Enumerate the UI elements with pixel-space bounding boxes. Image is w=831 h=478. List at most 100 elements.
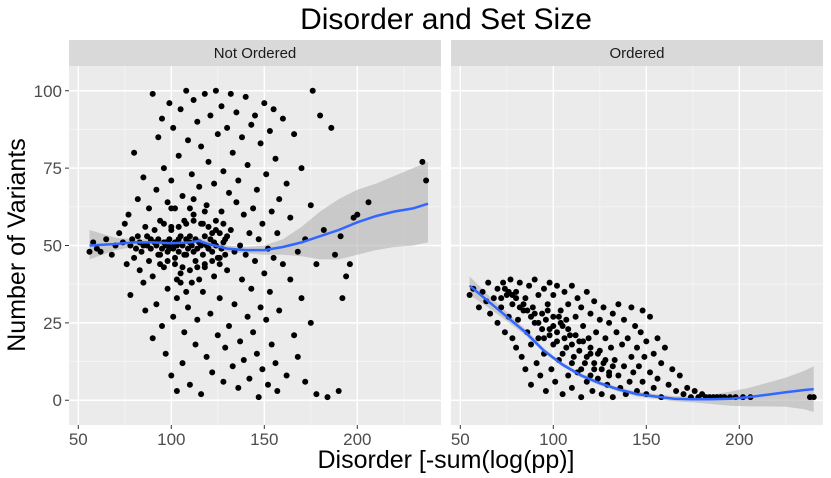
data-point — [242, 93, 249, 100]
data-point — [557, 307, 564, 314]
data-point — [598, 366, 605, 373]
data-point — [298, 295, 305, 302]
data-point — [578, 394, 585, 401]
data-point — [146, 205, 152, 212]
data-point — [218, 208, 225, 215]
data-point — [593, 329, 600, 336]
data-point — [518, 353, 525, 360]
data-point — [613, 329, 620, 336]
data-point — [212, 227, 219, 233]
data-point — [650, 350, 657, 357]
data-point — [490, 295, 497, 302]
x-tick-label: 150 — [632, 430, 660, 449]
data-point — [140, 279, 147, 286]
data-point — [194, 118, 201, 125]
data-point — [581, 360, 588, 367]
data-point — [177, 106, 184, 113]
data-point — [173, 276, 180, 283]
data-point — [591, 298, 598, 305]
data-point — [149, 335, 156, 342]
data-point — [270, 106, 277, 113]
data-point — [268, 341, 275, 348]
data-point — [272, 360, 279, 367]
data-point — [554, 282, 560, 289]
data-point — [546, 332, 553, 339]
data-point — [237, 338, 244, 345]
data-point — [134, 233, 141, 240]
data-point — [619, 341, 626, 348]
data-point — [548, 366, 555, 373]
data-point — [550, 323, 557, 329]
data-point — [244, 162, 251, 168]
data-point — [198, 220, 205, 227]
data-point — [537, 372, 544, 379]
data-point — [337, 233, 344, 240]
data-point — [578, 366, 585, 373]
data-point — [164, 199, 171, 206]
data-point — [266, 128, 273, 134]
confidence-band — [89, 161, 428, 260]
data-point — [650, 384, 657, 391]
data-point — [628, 353, 635, 360]
data-point — [509, 301, 516, 308]
data-point — [343, 273, 350, 280]
data-point — [270, 254, 277, 261]
data-point — [190, 217, 197, 224]
data-point — [578, 304, 585, 311]
data-point — [583, 353, 590, 360]
data-point — [274, 230, 281, 237]
data-point — [354, 211, 361, 218]
x-axis-title: Disorder [-sum(log(pp)] — [317, 446, 574, 474]
data-point — [108, 251, 115, 258]
data-point — [630, 369, 637, 376]
data-point — [522, 295, 529, 302]
data-point — [568, 384, 575, 391]
panel-not-ordered: Not Ordered — [69, 40, 441, 425]
data-point — [313, 261, 320, 268]
x-tick-label: 200 — [343, 430, 371, 449]
data-point — [252, 258, 258, 264]
data-point — [246, 230, 253, 237]
data-point — [615, 372, 622, 379]
data-point — [274, 388, 281, 394]
data-point — [183, 87, 190, 94]
strip-not-ordered — [69, 40, 441, 66]
data-point — [121, 220, 128, 227]
data-point — [552, 378, 559, 385]
data-point — [214, 131, 221, 138]
data-point — [220, 378, 227, 385]
data-point — [229, 149, 236, 156]
data-point — [621, 363, 627, 370]
data-point — [220, 168, 227, 175]
data-point — [423, 177, 430, 184]
data-point — [201, 208, 208, 215]
data-point — [157, 261, 164, 268]
data-point — [639, 307, 646, 314]
data-point — [320, 227, 327, 233]
strip-ordered — [451, 40, 823, 66]
smooth-line-not-ordered — [89, 202, 429, 252]
data-point — [222, 251, 229, 258]
data-point — [568, 282, 575, 289]
data-point — [565, 372, 572, 379]
data-point — [542, 316, 549, 323]
data-point — [188, 279, 195, 286]
data-point — [173, 388, 180, 394]
x-tick-label: 200 — [725, 430, 753, 449]
data-point — [570, 353, 577, 360]
x-tick-label: 100 — [539, 430, 567, 449]
data-point — [259, 220, 266, 227]
data-point — [188, 171, 195, 178]
data-point — [190, 196, 197, 203]
data-point — [211, 273, 218, 280]
data-point — [602, 357, 609, 363]
data-point — [541, 285, 547, 292]
data-point — [116, 230, 123, 237]
data-point — [276, 196, 283, 203]
data-point — [332, 251, 338, 258]
data-point — [153, 186, 160, 193]
data-point — [159, 115, 165, 122]
data-point — [661, 344, 668, 351]
data-point — [544, 301, 551, 308]
data-point — [634, 344, 640, 351]
